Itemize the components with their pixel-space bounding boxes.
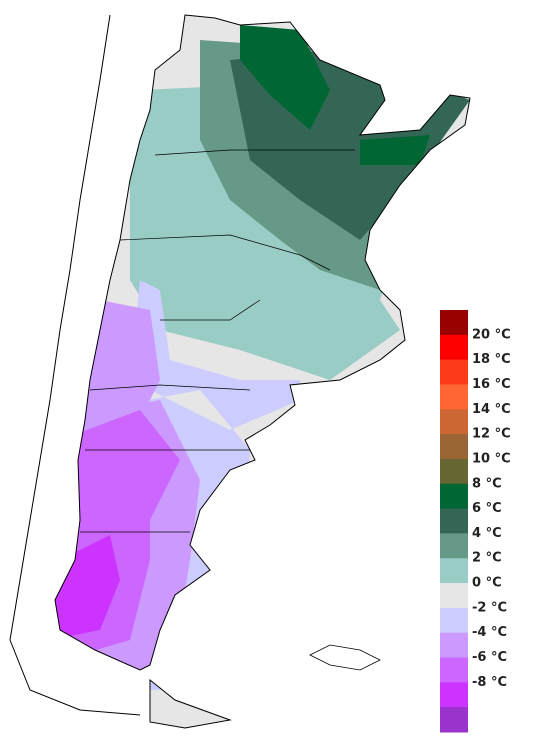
legend-swatch <box>440 632 468 659</box>
legend-label: -6 °C <box>472 650 507 665</box>
zone <box>240 25 430 165</box>
legend-swatch <box>440 508 468 534</box>
legend-swatch <box>440 558 468 584</box>
legend-swatch <box>440 682 468 708</box>
legend-swatch <box>440 384 468 410</box>
legend-swatch <box>440 483 468 510</box>
legend-swatch <box>440 409 468 435</box>
border <box>54 14 471 729</box>
legend-label: -8 °C <box>472 675 507 690</box>
legend-label: 20 °C <box>472 327 511 342</box>
legend-label: 8 °C <box>472 476 502 491</box>
legend-label: 4 °C <box>472 526 502 541</box>
legend-swatch <box>440 657 468 683</box>
legend-swatch <box>440 707 468 733</box>
province-border <box>80 149 355 533</box>
legend-label: 16 °C <box>472 377 511 392</box>
island <box>309 644 381 671</box>
legend-label: 0 °C <box>472 576 502 591</box>
legend-label: -2 °C <box>472 600 507 615</box>
legend: 20 °C 18 °C 16 °C 14 °C 12 °C 10 °C 8 °C 6 °C 4 … <box>440 310 511 733</box>
legend-label: -4 °C <box>472 625 507 640</box>
legend-label: 6 °C <box>472 501 502 516</box>
legend-label: 12 °C <box>472 427 511 442</box>
legend-swatch <box>440 334 468 361</box>
legend-label: 10 °C <box>472 451 511 466</box>
legend-label: 2 °C <box>472 551 502 566</box>
legend-swatch <box>440 434 468 460</box>
legend-swatch <box>440 583 468 609</box>
legend-swatch <box>440 533 468 559</box>
legend-label: 18 °C <box>472 352 511 367</box>
coastline <box>9 14 141 716</box>
legend-swatch <box>440 359 468 385</box>
legend-swatch <box>440 458 468 485</box>
legend-swatch <box>440 310 468 336</box>
legend-swatch <box>440 607 468 634</box>
legend-label: 14 °C <box>472 402 511 417</box>
